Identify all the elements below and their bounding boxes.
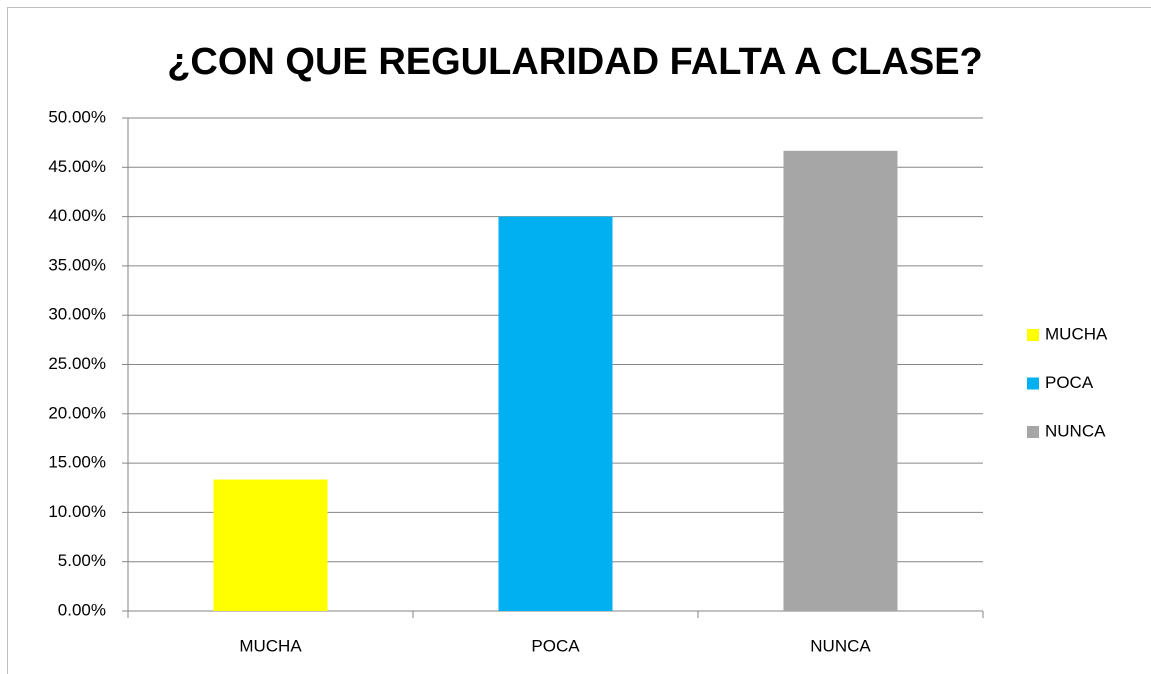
- y-tick-label: 40.00%: [48, 206, 106, 225]
- y-tick-label: 30.00%: [48, 305, 106, 324]
- y-tick-label: 35.00%: [48, 255, 106, 274]
- y-tick-label: 5.00%: [58, 551, 106, 570]
- bar: [783, 150, 898, 611]
- y-tick-label: 45.00%: [48, 157, 106, 176]
- y-tick-label: 25.00%: [48, 354, 106, 373]
- legend-swatch: [1027, 329, 1039, 341]
- legend-label: POCA: [1045, 373, 1094, 392]
- x-tick-label: POCA: [531, 636, 580, 655]
- bar: [498, 216, 613, 611]
- y-tick-label: 0.00%: [58, 600, 106, 619]
- bar: [213, 479, 328, 611]
- chart-title: ¿CON QUE REGULARIDAD FALTA A CLASE?: [167, 41, 983, 83]
- legend-label: NUNCA: [1045, 421, 1106, 440]
- legend-swatch: [1027, 377, 1039, 390]
- y-tick-label: 10.00%: [48, 502, 106, 521]
- x-tick-label: MUCHA: [239, 636, 302, 655]
- legend-label: MUCHA: [1045, 324, 1108, 343]
- y-tick-label: 20.00%: [48, 403, 106, 422]
- y-tick-label: 15.00%: [48, 453, 106, 472]
- y-tick-label: 50.00%: [48, 107, 106, 126]
- legend-swatch: [1027, 426, 1039, 438]
- x-tick-label: NUNCA: [810, 636, 871, 655]
